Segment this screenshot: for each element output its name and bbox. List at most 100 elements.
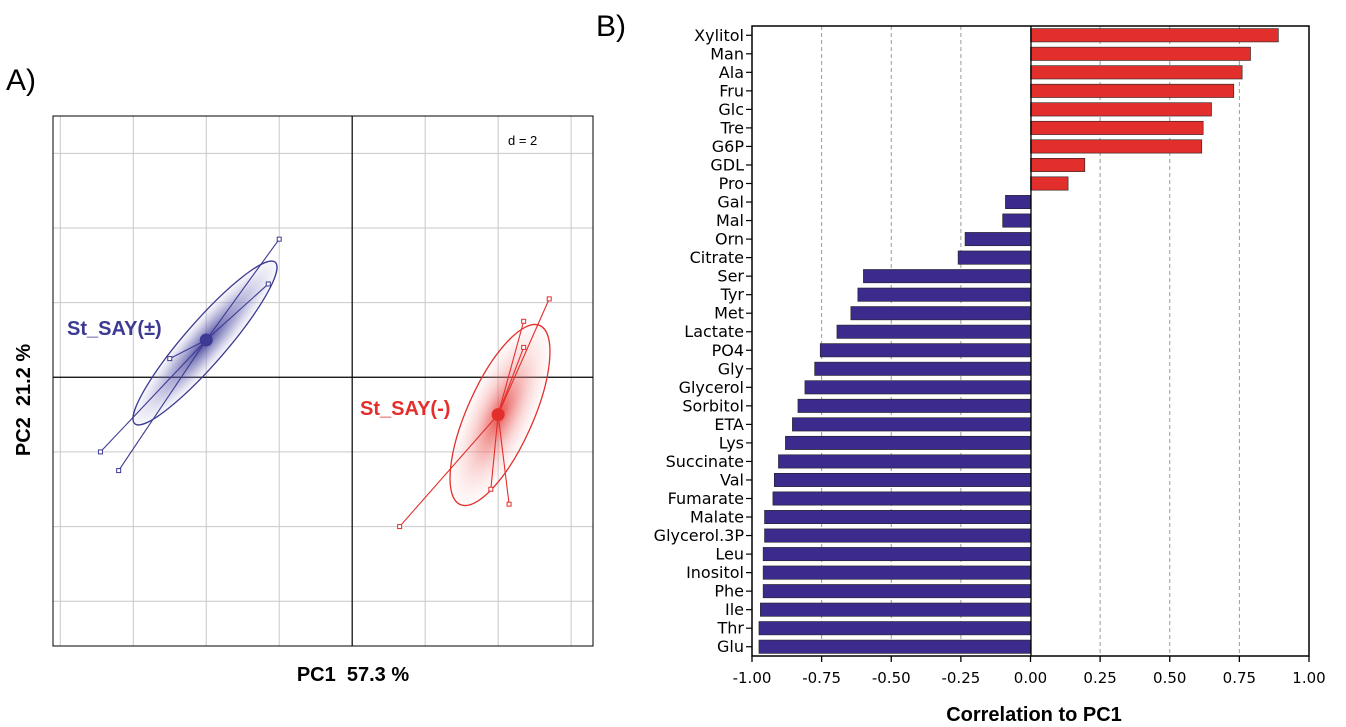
x-tick-label: -0.50 — [872, 669, 911, 687]
category-label: GDL — [710, 155, 744, 174]
bar — [760, 602, 1031, 617]
bar — [758, 639, 1031, 654]
bar — [785, 435, 1031, 450]
category-label: Val — [720, 470, 744, 489]
bar — [772, 491, 1031, 506]
category-label: Tre — [720, 118, 745, 137]
category-label: Malate — [690, 508, 744, 527]
bar — [764, 510, 1031, 525]
group-a-point — [265, 281, 271, 287]
group-b-spoke — [399, 414, 499, 527]
x-tick-label: -0.75 — [802, 669, 841, 687]
group-b-point — [506, 501, 512, 507]
correlation-x-axis-label: Correlation to PC1 — [946, 704, 1122, 726]
group-b-spoke — [497, 298, 550, 415]
category-label: Mal — [716, 211, 744, 230]
x-tick-label: -0.25 — [941, 669, 980, 687]
group-a-point — [116, 468, 122, 474]
bar — [957, 250, 1031, 265]
x-tick-label: 1.00 — [1292, 669, 1325, 687]
pca-frame — [52, 115, 594, 647]
group-a-points — [97, 236, 282, 474]
group-a-spoke — [118, 339, 207, 471]
bar — [863, 269, 1031, 284]
category-label: Ser — [717, 267, 744, 286]
x-tick-label: 0.75 — [1223, 669, 1256, 687]
bar — [819, 343, 1031, 358]
category-label: Glycerol.3P — [654, 526, 745, 545]
pca-panel: A) d = 2 St_SAY(±) St_SAY(-) PC1 57.3 % … — [6, 64, 594, 686]
group-b-label: St_SAY(-) — [360, 398, 450, 420]
bar — [836, 324, 1031, 339]
group-b-centroid — [491, 408, 505, 422]
correlation-panel: B) XylitolManAlaFruGlcTreG6PGDLProGalMal… — [596, 10, 1326, 726]
bar — [1030, 102, 1212, 117]
category-label: Sorbitol — [682, 396, 744, 415]
group-b-spoke — [497, 414, 510, 505]
group-b-point — [397, 524, 403, 530]
group-a-label: St_SAY(±) — [67, 318, 162, 340]
category-label: Met — [714, 304, 744, 323]
category-label: Glc — [718, 100, 744, 119]
category-label: Phe — [714, 582, 744, 601]
category-label: Inositol — [686, 563, 744, 582]
category-label: PO4 — [712, 341, 744, 360]
bar — [804, 380, 1031, 395]
group-a-point — [167, 356, 173, 362]
bar — [778, 454, 1031, 469]
group-b-spokes — [399, 298, 550, 527]
category-label: Tyr — [720, 285, 745, 304]
bar — [814, 361, 1031, 376]
category-label: Leu — [715, 545, 744, 564]
bar — [1030, 158, 1086, 172]
category-label: Fumarate — [668, 489, 744, 508]
group-b-spoke — [497, 347, 525, 415]
bar — [1030, 83, 1235, 98]
bar — [792, 417, 1031, 432]
category-label: Xylitol — [694, 26, 744, 45]
group-a-point — [97, 449, 103, 455]
category-label: ETA — [714, 415, 744, 434]
category-label: Pro — [719, 174, 744, 193]
group-a-spoke — [169, 339, 207, 360]
category-label: Lactate — [684, 322, 744, 341]
group-b-point — [546, 296, 552, 302]
bar — [762, 547, 1031, 562]
bar — [1002, 213, 1031, 228]
pca-y-axis-label: PC2 21.2 % — [13, 344, 35, 457]
category-label: Lys — [719, 433, 744, 452]
group-a-spoke — [205, 283, 269, 341]
category-label: Succinate — [666, 452, 744, 471]
group-a-centroid — [199, 333, 213, 347]
bar — [1030, 139, 1203, 154]
bar — [762, 565, 1031, 580]
category-label: Glycerol — [679, 378, 744, 397]
group-b-spoke — [497, 321, 525, 415]
bar — [1005, 195, 1031, 210]
bar — [1030, 28, 1279, 43]
category-label: Man — [710, 44, 744, 63]
category-label: Citrate — [690, 248, 744, 267]
category-label: Glu — [717, 637, 744, 656]
group-b-point — [488, 486, 494, 492]
group-st-say-minus: St_SAY(-) — [360, 296, 552, 530]
group-a-spokes — [100, 238, 280, 471]
x-tick-label: 0.50 — [1153, 669, 1186, 687]
group-b-point — [521, 344, 527, 350]
group-a-spoke — [100, 339, 207, 453]
bar — [764, 528, 1031, 543]
category-label: Ala — [719, 63, 744, 82]
category-label: G6P — [712, 137, 745, 156]
bar — [850, 306, 1031, 321]
category-label: Gal — [717, 193, 744, 212]
x-tick-label: -1.00 — [733, 669, 772, 687]
category-label: Thr — [717, 619, 745, 638]
group-st-say-pm: St_SAY(±) — [67, 236, 282, 474]
bar — [797, 398, 1031, 413]
correlation-bars — [758, 28, 1279, 654]
x-tick-label: 0.25 — [1083, 669, 1116, 687]
category-label: Ile — [725, 600, 744, 619]
category-label: Orn — [715, 230, 744, 249]
group-a-spoke — [205, 238, 280, 341]
